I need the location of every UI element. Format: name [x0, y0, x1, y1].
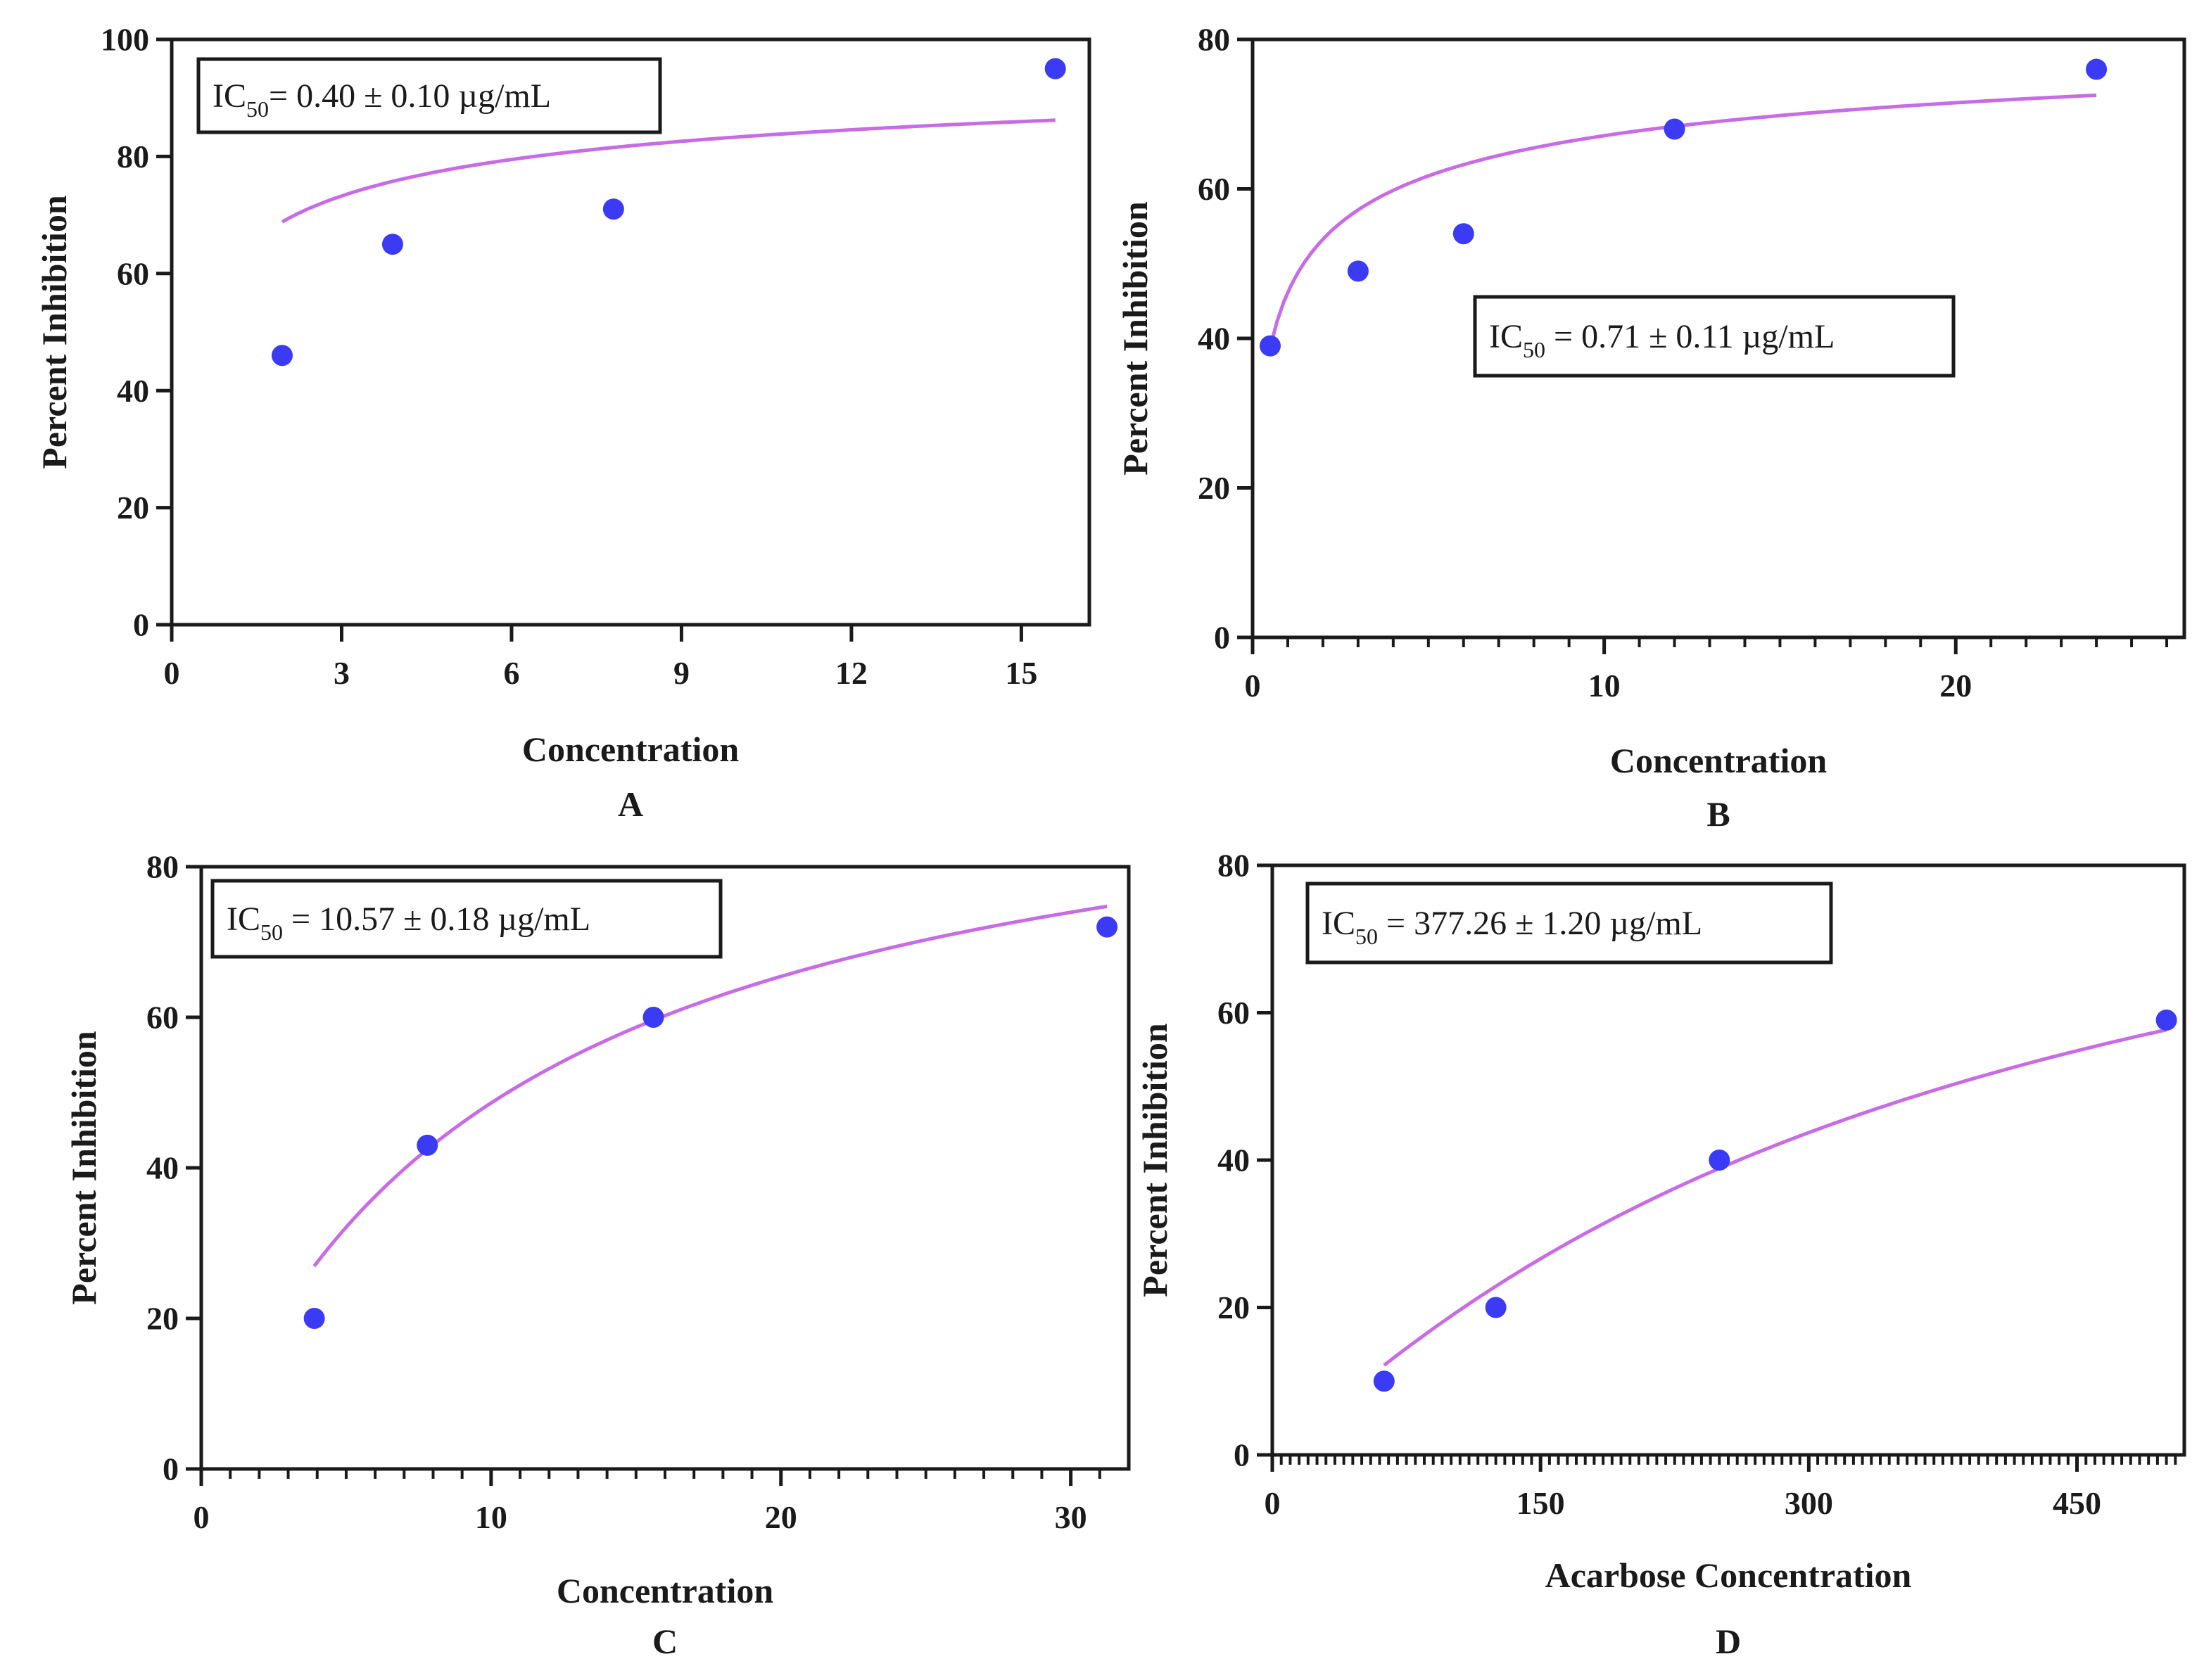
- ic50-value: = 10.57 ± 0.18 µg/mL: [283, 901, 590, 938]
- ic50-subscript: 50: [260, 919, 283, 945]
- x-tick-label: 15: [1005, 655, 1037, 691]
- ic50-label: IC: [213, 77, 246, 115]
- data-point: [1259, 335, 1281, 357]
- ic50-label: IC: [1489, 318, 1523, 355]
- x-axis-label: Concentration: [557, 1571, 773, 1610]
- y-tick-label: 100: [101, 22, 149, 58]
- data-point: [2155, 1009, 2177, 1031]
- ic50-text: IC50= 0.40 ± 0.10 µg/mL: [213, 77, 551, 122]
- data-point: [1452, 223, 1474, 245]
- panel-d: 0 20 40 60 80 0 150 300 450 Acarbose Concentratio…: [1135, 848, 2186, 1661]
- ic50-value: = 0.71 ± 0.11 µg/mL: [1545, 318, 1835, 355]
- x-tick-label: 150: [1516, 1485, 1565, 1521]
- y-tick-label: 0: [1214, 620, 1230, 656]
- data-point: [1347, 260, 1369, 282]
- x-tick-label: 450: [2053, 1485, 2101, 1521]
- x-tick-label: 300: [1785, 1485, 1833, 1521]
- y-tick-label: 20: [1198, 470, 1230, 506]
- data-point: [303, 1308, 325, 1329]
- x-tick-label: 20: [1939, 668, 1972, 704]
- panel-a: 0 20 40 60 80 100 0 3 6 9 12 15 Concentration Percent…: [34, 22, 1091, 824]
- data-point: [381, 234, 403, 255]
- ic50-box: [1473, 295, 1956, 378]
- y-tick-label: 40: [146, 1150, 179, 1186]
- fit-curve: [312, 904, 1108, 1268]
- x-tick-label: 20: [765, 1499, 797, 1535]
- data-point: [1485, 1297, 1507, 1318]
- x-tick-label: 3: [334, 655, 350, 691]
- data-point: [1709, 1150, 1730, 1171]
- x-tick-label: 0: [1245, 668, 1261, 704]
- ic50-box: [196, 57, 662, 134]
- x-tick-label: 0: [164, 655, 180, 691]
- ic50-subscript: 50: [246, 96, 269, 122]
- data-point: [417, 1134, 438, 1156]
- ic50-label: IC: [227, 901, 260, 938]
- ic50-text: IC50 = 0.71 ± 0.11 µg/mL: [1489, 318, 1835, 362]
- y-tick-label: 40: [117, 373, 149, 409]
- y-tick-label: 60: [146, 1000, 179, 1036]
- y-tick-label: 60: [117, 255, 149, 291]
- fit-curve: [281, 118, 1056, 224]
- x-tick-label: 6: [503, 655, 519, 691]
- ic50-text: IC50 = 10.57 ± 0.18 µg/mL: [227, 901, 590, 945]
- y-axis-label: Percent Inhibition: [34, 195, 74, 469]
- y-tick-label: 20: [117, 490, 149, 526]
- x-tick-label: 9: [673, 655, 690, 691]
- data-point: [1373, 1370, 1395, 1392]
- y-tick-label: 80: [1217, 848, 1250, 884]
- ic50-text: IC50 = 377.26 ± 1.20 µg/mL: [1322, 905, 1702, 949]
- y-tick-label: 0: [133, 607, 149, 643]
- y-tick-label: 0: [163, 1451, 179, 1487]
- y-axis-label: Percent Inhibition: [1135, 1023, 1174, 1297]
- ic50-subscript: 50: [1523, 337, 1545, 362]
- y-tick-label: 80: [117, 139, 149, 174]
- data-point: [1096, 916, 1118, 938]
- data-point: [271, 345, 293, 367]
- panel-c: 0 20 40 60 80 0 10 20 30 Concentration Percent Inh…: [64, 849, 1131, 1661]
- y-axis-label: Percent Inhibition: [1115, 201, 1155, 476]
- y-tick-label: 40: [1217, 1143, 1250, 1178]
- data-point: [1044, 58, 1066, 79]
- y-tick-label: 80: [146, 849, 179, 885]
- data-point: [1664, 118, 1685, 140]
- panel-b: 0 20 40 60 80 0 10 20 Concentration Percent Inhib…: [1115, 22, 2186, 834]
- x-tick-label: 10: [475, 1499, 507, 1535]
- y-tick-label: 60: [1217, 995, 1250, 1031]
- y-axis-label: Percent Inhibition: [64, 1031, 103, 1305]
- panel-letter: C: [652, 1622, 678, 1661]
- x-axis-label: Concentration: [1610, 741, 1827, 780]
- ic50-box: [210, 879, 723, 959]
- panel-letter: B: [1706, 794, 1730, 834]
- data-point: [2086, 58, 2108, 80]
- y-tick-label: 20: [1217, 1290, 1250, 1325]
- ic50-value: = 377.26 ± 1.20 µg/mL: [1378, 905, 1702, 942]
- ic50-label: IC: [1322, 905, 1355, 942]
- plot-frame: [170, 37, 1091, 627]
- y-tick-label: 0: [1234, 1437, 1250, 1473]
- x-tick-label: 12: [835, 655, 868, 691]
- y-tick-label: 40: [1198, 321, 1230, 357]
- ic50-box: [1305, 882, 1833, 965]
- x-tick-label: 30: [1055, 1499, 1087, 1535]
- y-tick-label: 20: [146, 1301, 179, 1337]
- data-point: [642, 1007, 664, 1028]
- panel-letter: D: [1716, 1622, 1741, 1661]
- y-tick-label: 60: [1198, 171, 1230, 207]
- x-axis-label: Concentration: [522, 730, 739, 769]
- x-tick-label: 10: [1588, 668, 1621, 704]
- fit-curve: [1383, 1028, 2167, 1367]
- ic50-subscript: 50: [1355, 924, 1378, 949]
- x-tick-label: 0: [1265, 1485, 1281, 1521]
- data-point: [602, 198, 624, 220]
- panel-letter: A: [618, 784, 643, 824]
- x-tick-label: 0: [194, 1499, 210, 1535]
- y-tick-label: 80: [1198, 22, 1230, 58]
- ic50-value: = 0.40 ± 0.10 µg/mL: [269, 77, 551, 115]
- x-axis-label: Acarbose Concentration: [1545, 1555, 1912, 1595]
